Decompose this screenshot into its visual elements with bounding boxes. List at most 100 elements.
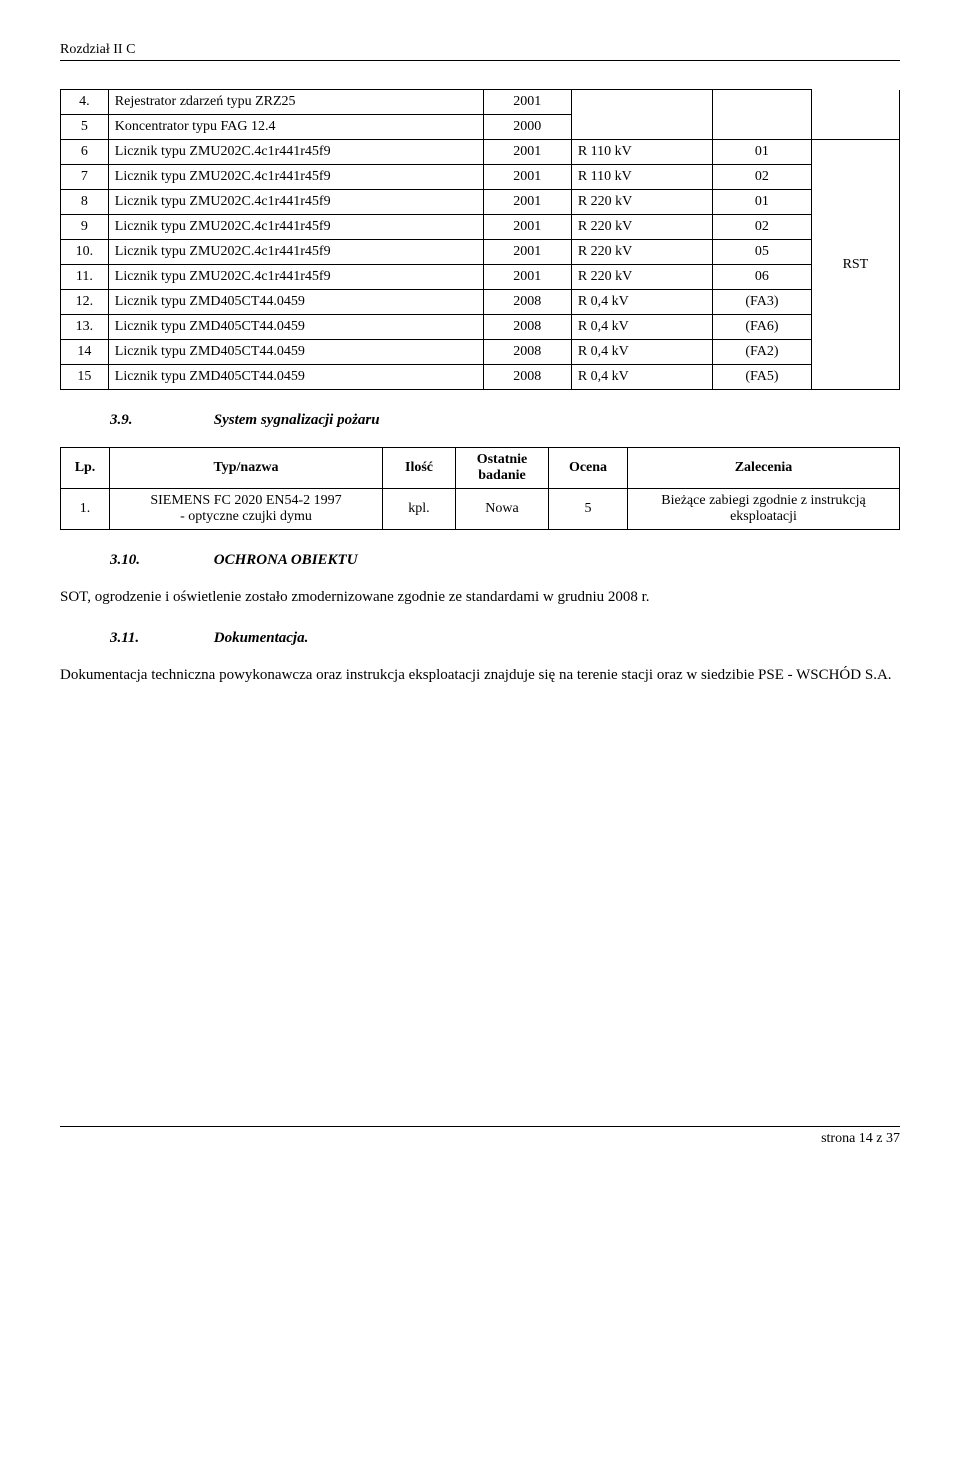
row-name: Licznik typu ZMU202C.4c1r441r45f9 (108, 240, 483, 265)
row-num: 8 (61, 190, 109, 215)
row-pole: 05 (713, 240, 812, 265)
cell-zalecenia: Bieżące zabiegi zgodnie z instrukcją eks… (628, 489, 900, 530)
subsection-title-text: System sygnalizacji pożaru (214, 412, 380, 428)
row-year: 2008 (483, 340, 571, 365)
recommendations-table: Lp. Typ/nazwa Ilość Ostatnie badanie Oce… (60, 447, 900, 530)
subsection-39: 3.9. System sygnalizacji pożaru (110, 412, 900, 429)
row-pole (713, 115, 812, 140)
row-pole (713, 90, 812, 115)
row-rating: R 0,4 kV (571, 340, 712, 365)
row-name: Licznik typu ZMU202C.4c1r441r45f9 (108, 265, 483, 290)
table-row: 7 Licznik typu ZMU202C.4c1r441r45f9 2001… (61, 165, 900, 190)
row-year: 2008 (483, 290, 571, 315)
col-zalecenia: Zalecenia (628, 448, 900, 489)
row-name: Koncentrator typu FAG 12.4 (108, 115, 483, 140)
row-name: Licznik typu ZMU202C.4c1r441r45f9 (108, 215, 483, 240)
row-year: 2008 (483, 315, 571, 340)
row-pole: 02 (713, 215, 812, 240)
row-year: 2000 (483, 115, 571, 140)
row-rating: R 220 kV (571, 215, 712, 240)
table-row: 9 Licznik typu ZMU202C.4c1r441r45f9 2001… (61, 215, 900, 240)
row-name: Licznik typu ZMU202C.4c1r441r45f9 (108, 190, 483, 215)
row-rating: R 0,4 kV (571, 315, 712, 340)
rst-cell: RST (811, 140, 899, 390)
row-rating (571, 115, 712, 140)
row-year: 2001 (483, 240, 571, 265)
table-row: 15 Licznik typu ZMD405CT44.0459 2008 R 0… (61, 365, 900, 390)
row-rating: R 220 kV (571, 265, 712, 290)
row-num: 9 (61, 215, 109, 240)
table-row: 10. Licznik typu ZMU202C.4c1r441r45f9 20… (61, 240, 900, 265)
row-num: 12. (61, 290, 109, 315)
row-rating: R 110 kV (571, 165, 712, 190)
subsection-num: 3.10. (110, 552, 210, 569)
table-row: 6 Licznik typu ZMU202C.4c1r441r45f9 2001… (61, 140, 900, 165)
subsection-num: 3.9. (110, 412, 210, 429)
table-row: 4. Rejestrator zdarzeń typu ZRZ25 2001 (61, 90, 900, 115)
row-pole: (FA2) (713, 340, 812, 365)
row-name: Licznik typu ZMD405CT44.0459 (108, 365, 483, 390)
row-num: 7 (61, 165, 109, 190)
table-row: 13. Licznik typu ZMD405CT44.0459 2008 R … (61, 315, 900, 340)
row-name: Licznik typu ZMD405CT44.0459 (108, 290, 483, 315)
page-header: Rozdział II C (60, 40, 900, 61)
cell-name: SIEMENS FC 2020 EN54-2 1997 - optyczne c… (110, 489, 383, 530)
row-year: 2001 (483, 140, 571, 165)
row-name: Licznik typu ZMD405CT44.0459 (108, 315, 483, 340)
row-num: 13. (61, 315, 109, 340)
table-row: 8 Licznik typu ZMU202C.4c1r441r45f9 2001… (61, 190, 900, 215)
row-num: 5 (61, 115, 109, 140)
col-ilosc: Ilość (383, 448, 456, 489)
row-name: Licznik typu ZMU202C.4c1r441r45f9 (108, 140, 483, 165)
row-name: Licznik typu ZMU202C.4c1r441r45f9 (108, 165, 483, 190)
row-pole: 02 (713, 165, 812, 190)
cell-badanie: Nowa (456, 489, 549, 530)
page-number: strona 14 z 37 (821, 1131, 900, 1146)
subsection-num: 3.11. (110, 630, 210, 647)
subsection-311: 3.11. Dokumentacja. (110, 630, 900, 647)
row-num: 6 (61, 140, 109, 165)
row-year: 2001 (483, 265, 571, 290)
equipment-table: 4. Rejestrator zdarzeń typu ZRZ25 2001 5… (60, 89, 900, 390)
cell-lp: 1. (61, 489, 110, 530)
row-rating (571, 90, 712, 115)
row-name: Licznik typu ZMD405CT44.0459 (108, 340, 483, 365)
row-num: 10. (61, 240, 109, 265)
subsection-title-text: Dokumentacja. (214, 630, 309, 646)
row-rating: R 0,4 kV (571, 290, 712, 315)
col-lp: Lp. (61, 448, 110, 489)
row-rating: R 220 kV (571, 240, 712, 265)
row-pole: (FA6) (713, 315, 812, 340)
row-name: Rejestrator zdarzeń typu ZRZ25 (108, 90, 483, 115)
row-rating: R 0,4 kV (571, 365, 712, 390)
table-header-row: Lp. Typ/nazwa Ilość Ostatnie badanie Oce… (61, 448, 900, 489)
row-num: 15 (61, 365, 109, 390)
row-year: 2001 (483, 190, 571, 215)
table-row: 1. SIEMENS FC 2020 EN54-2 1997 - optyczn… (61, 489, 900, 530)
row-rating: R 220 kV (571, 190, 712, 215)
body-text-310: SOT, ogrodzenie i oświetlenie zostało zm… (60, 587, 900, 608)
rst-cell-empty (811, 90, 899, 140)
row-pole: (FA5) (713, 365, 812, 390)
table-row: 5 Koncentrator typu FAG 12.4 2000 (61, 115, 900, 140)
table-row: 14 Licznik typu ZMD405CT44.0459 2008 R 0… (61, 340, 900, 365)
row-year: 2001 (483, 165, 571, 190)
row-pole: 01 (713, 140, 812, 165)
row-year: 2001 (483, 215, 571, 240)
cell-ilosc: kpl. (383, 489, 456, 530)
row-num: 11. (61, 265, 109, 290)
page-footer: strona 14 z 37 (60, 1126, 900, 1147)
body-text-311: Dokumentacja techniczna powykonawcza ora… (60, 665, 900, 686)
row-pole: (FA3) (713, 290, 812, 315)
row-pole: 01 (713, 190, 812, 215)
subsection-310: 3.10. OCHRONA OBIEKTU (110, 552, 900, 569)
row-num: 4. (61, 90, 109, 115)
table-row: 11. Licznik typu ZMU202C.4c1r441r45f9 20… (61, 265, 900, 290)
section-label: Rozdział II C (60, 42, 135, 57)
table-row: 12. Licznik typu ZMD405CT44.0459 2008 R … (61, 290, 900, 315)
col-badanie: Ostatnie badanie (456, 448, 549, 489)
subsection-title-text: OCHRONA OBIEKTU (214, 552, 358, 568)
col-typ: Typ/nazwa (110, 448, 383, 489)
row-num: 14 (61, 340, 109, 365)
row-year: 2008 (483, 365, 571, 390)
